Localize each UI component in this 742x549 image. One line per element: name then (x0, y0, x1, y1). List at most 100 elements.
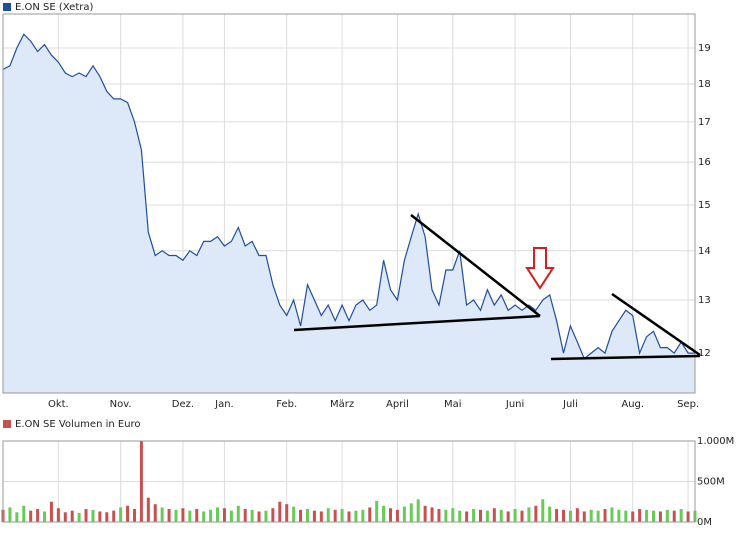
volume-bar (672, 510, 676, 522)
volume-bar (264, 510, 268, 522)
x-tick-label: Mai (444, 399, 462, 410)
volume-bar (139, 441, 143, 522)
volume-bar (686, 511, 690, 522)
volume-bar (520, 510, 524, 522)
volume-bar (492, 508, 496, 522)
volume-bar (43, 511, 47, 522)
volume-bar (658, 511, 662, 522)
volume-bar (216, 507, 220, 522)
volume-bar (49, 501, 53, 522)
x-tick-label: Juli (562, 399, 578, 410)
y-tick-label: 17 (698, 117, 711, 128)
volume-bar (402, 506, 406, 522)
volume-bar (340, 509, 344, 522)
volume-bar (575, 508, 579, 522)
volume-bar (181, 508, 185, 522)
volume-bar (70, 510, 74, 522)
chart-title: E.ON SE Volumen in Euro (15, 419, 141, 430)
volume-bar (375, 500, 379, 522)
volume-bar (506, 511, 510, 522)
volume-bar (465, 511, 469, 522)
volume-bar (36, 509, 40, 522)
volume-bar (319, 511, 323, 522)
volume-bar (347, 511, 351, 522)
volume-bar (160, 507, 164, 522)
volume-bar (305, 509, 309, 522)
volume-bar (126, 505, 130, 522)
volume-bar (368, 507, 372, 522)
volume-bar (361, 509, 365, 522)
volume-bar (326, 508, 330, 522)
volume-bar (299, 509, 303, 522)
volume-bar (278, 501, 282, 522)
volume-bar (236, 505, 240, 522)
volume-bar (451, 508, 455, 522)
volume-bar (209, 509, 213, 522)
volume-bar (472, 509, 476, 522)
area (3, 34, 695, 393)
volume-bar (589, 509, 593, 522)
volume-bar (562, 509, 566, 522)
volume-bar (541, 499, 545, 522)
volume-bar (645, 509, 649, 522)
volume-bar (548, 506, 552, 522)
y-tick-label: 15 (698, 200, 711, 211)
volume-bar (292, 506, 296, 522)
x-tick-label: Sep. (677, 399, 699, 410)
volume-bar (195, 509, 199, 522)
volume-bar (603, 509, 607, 522)
volume-bar (56, 508, 60, 522)
volume-bar (631, 511, 635, 522)
volume-bar (15, 512, 19, 522)
volume-bar (132, 509, 136, 522)
y-tick-label: 19 (698, 43, 711, 54)
volume-bar (271, 508, 275, 522)
x-tick-label: Nov. (110, 399, 132, 410)
trend-line (293, 314, 541, 332)
trend-line (410, 214, 541, 317)
x-tick-label: April (386, 399, 409, 410)
volume-bar (146, 497, 150, 522)
volume-bar (499, 509, 503, 522)
volume-bar (437, 509, 441, 522)
volume-bar (257, 511, 261, 522)
volume-bar (624, 510, 628, 522)
volume-bar (229, 510, 233, 522)
volume-bar (596, 510, 600, 522)
y-tick-label: 500M (697, 477, 725, 488)
y-tick-label: 12 (698, 348, 711, 359)
volume-bar (458, 510, 462, 522)
volume-bar (409, 503, 413, 522)
volume-bar (513, 509, 517, 522)
volume-bar (485, 510, 489, 522)
volume-bar (534, 505, 538, 522)
volume-bar (63, 512, 67, 522)
volume-bar (555, 509, 559, 522)
volume-bar (243, 509, 247, 522)
volume-bar (105, 512, 109, 522)
plot-border (2, 13, 696, 394)
volume-bar (444, 509, 448, 522)
volume-bar (651, 510, 655, 522)
plot-border (2, 440, 696, 523)
volume-bar (478, 509, 482, 522)
y-tick-label: 0M (697, 517, 712, 528)
volume-bar (112, 510, 116, 522)
volume-bar (679, 509, 683, 522)
volume-bar (665, 509, 669, 522)
volume-bar (29, 510, 33, 522)
volume-bar (389, 508, 393, 522)
volume-bar (568, 510, 572, 522)
arrow (525, 247, 555, 290)
y-tick-label: 16 (698, 157, 711, 168)
y-tick-label: 18 (698, 79, 711, 90)
volume-bar (153, 504, 157, 522)
volume-bar (285, 504, 289, 522)
volume-bar (84, 509, 88, 522)
x-tick-label: Dez. (172, 399, 194, 410)
trend-line (550, 354, 701, 361)
x-tick-label: Feb. (276, 399, 297, 410)
volume-bar (8, 507, 12, 522)
x-tick-label: März (330, 399, 354, 410)
